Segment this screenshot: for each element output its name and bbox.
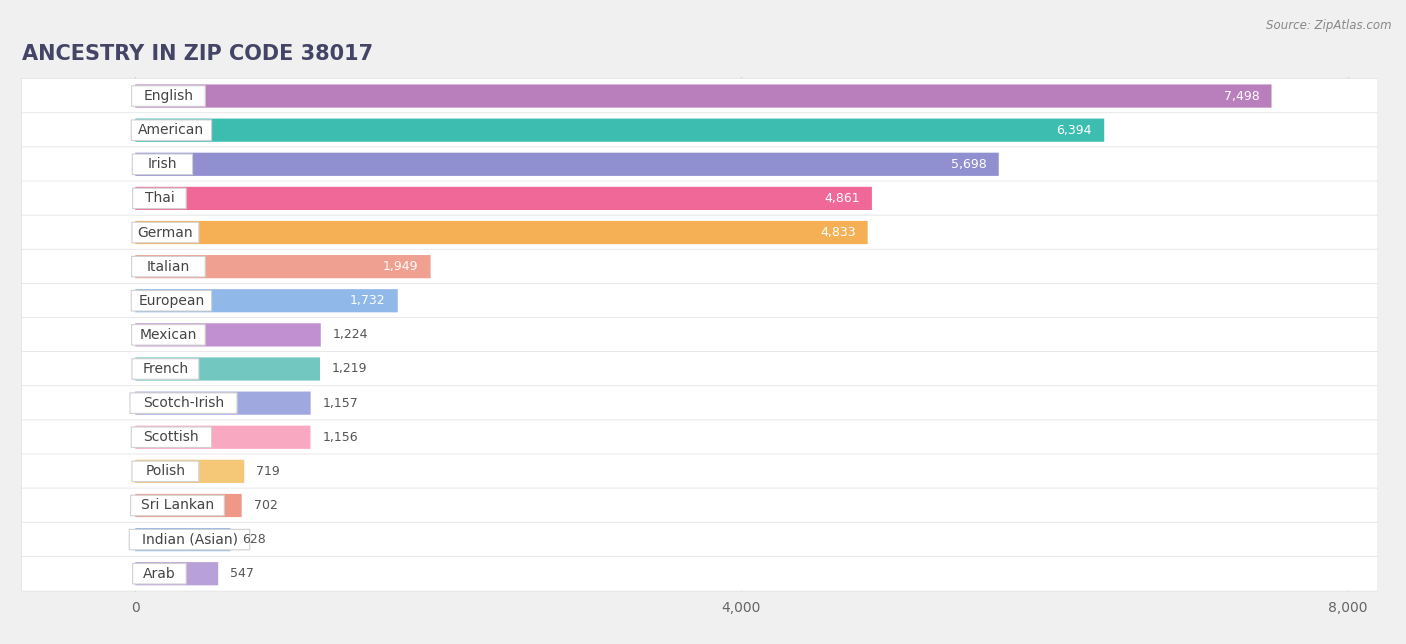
FancyBboxPatch shape: [132, 154, 193, 175]
FancyBboxPatch shape: [21, 522, 1378, 557]
FancyBboxPatch shape: [132, 325, 205, 345]
FancyBboxPatch shape: [132, 222, 198, 243]
FancyBboxPatch shape: [135, 357, 321, 381]
FancyBboxPatch shape: [21, 454, 1378, 489]
FancyBboxPatch shape: [21, 317, 1378, 352]
FancyBboxPatch shape: [135, 460, 245, 483]
FancyBboxPatch shape: [135, 392, 311, 415]
Text: 1,224: 1,224: [333, 328, 368, 341]
FancyBboxPatch shape: [135, 562, 218, 585]
FancyBboxPatch shape: [135, 528, 231, 551]
FancyBboxPatch shape: [135, 187, 872, 210]
FancyBboxPatch shape: [21, 386, 1378, 421]
Text: Irish: Irish: [148, 157, 177, 171]
FancyBboxPatch shape: [135, 255, 430, 278]
Text: 4,861: 4,861: [824, 192, 860, 205]
FancyBboxPatch shape: [131, 427, 211, 448]
FancyBboxPatch shape: [131, 120, 211, 140]
Text: Scotch-Irish: Scotch-Irish: [143, 396, 224, 410]
Text: Mexican: Mexican: [139, 328, 197, 342]
Text: Polish: Polish: [145, 464, 186, 478]
FancyBboxPatch shape: [135, 494, 242, 517]
Text: American: American: [138, 123, 204, 137]
FancyBboxPatch shape: [129, 393, 238, 413]
FancyBboxPatch shape: [132, 256, 205, 277]
FancyBboxPatch shape: [21, 249, 1378, 284]
Text: 1,732: 1,732: [350, 294, 385, 307]
FancyBboxPatch shape: [135, 118, 1104, 142]
Text: Indian (Asian): Indian (Asian): [142, 533, 238, 547]
Text: 547: 547: [231, 567, 254, 580]
FancyBboxPatch shape: [21, 420, 1378, 455]
Text: 719: 719: [256, 465, 280, 478]
FancyBboxPatch shape: [131, 495, 225, 516]
FancyBboxPatch shape: [21, 352, 1378, 386]
Text: 702: 702: [254, 499, 277, 512]
Text: 5,698: 5,698: [950, 158, 987, 171]
Text: English: English: [143, 89, 194, 103]
Text: 6,394: 6,394: [1056, 124, 1092, 137]
FancyBboxPatch shape: [135, 221, 868, 244]
FancyBboxPatch shape: [132, 564, 186, 584]
FancyBboxPatch shape: [21, 147, 1378, 182]
Text: 628: 628: [243, 533, 266, 546]
Text: 1,156: 1,156: [322, 431, 359, 444]
Text: 1,157: 1,157: [323, 397, 359, 410]
FancyBboxPatch shape: [21, 113, 1378, 147]
FancyBboxPatch shape: [135, 323, 321, 346]
FancyBboxPatch shape: [131, 290, 211, 311]
FancyBboxPatch shape: [129, 529, 250, 550]
Text: 7,498: 7,498: [1223, 90, 1260, 102]
Text: Source: ZipAtlas.com: Source: ZipAtlas.com: [1267, 19, 1392, 32]
Text: Scottish: Scottish: [143, 430, 200, 444]
Text: French: French: [142, 362, 188, 376]
FancyBboxPatch shape: [135, 289, 398, 312]
Text: European: European: [138, 294, 204, 308]
Text: German: German: [138, 225, 193, 240]
FancyBboxPatch shape: [21, 488, 1378, 523]
Text: 1,949: 1,949: [382, 260, 419, 273]
FancyBboxPatch shape: [132, 461, 198, 482]
Text: 4,833: 4,833: [820, 226, 855, 239]
FancyBboxPatch shape: [21, 181, 1378, 216]
Text: Sri Lankan: Sri Lankan: [141, 498, 214, 513]
FancyBboxPatch shape: [132, 359, 198, 379]
Text: Arab: Arab: [143, 567, 176, 581]
FancyBboxPatch shape: [21, 79, 1378, 113]
FancyBboxPatch shape: [135, 426, 311, 449]
FancyBboxPatch shape: [135, 84, 1271, 108]
FancyBboxPatch shape: [135, 153, 998, 176]
Text: Italian: Italian: [146, 260, 190, 274]
FancyBboxPatch shape: [132, 188, 186, 209]
FancyBboxPatch shape: [21, 283, 1378, 318]
Text: Thai: Thai: [145, 191, 174, 205]
FancyBboxPatch shape: [21, 556, 1378, 591]
FancyBboxPatch shape: [21, 215, 1378, 250]
Text: 1,219: 1,219: [332, 363, 367, 375]
Text: ANCESTRY IN ZIP CODE 38017: ANCESTRY IN ZIP CODE 38017: [21, 44, 373, 64]
FancyBboxPatch shape: [132, 86, 205, 106]
